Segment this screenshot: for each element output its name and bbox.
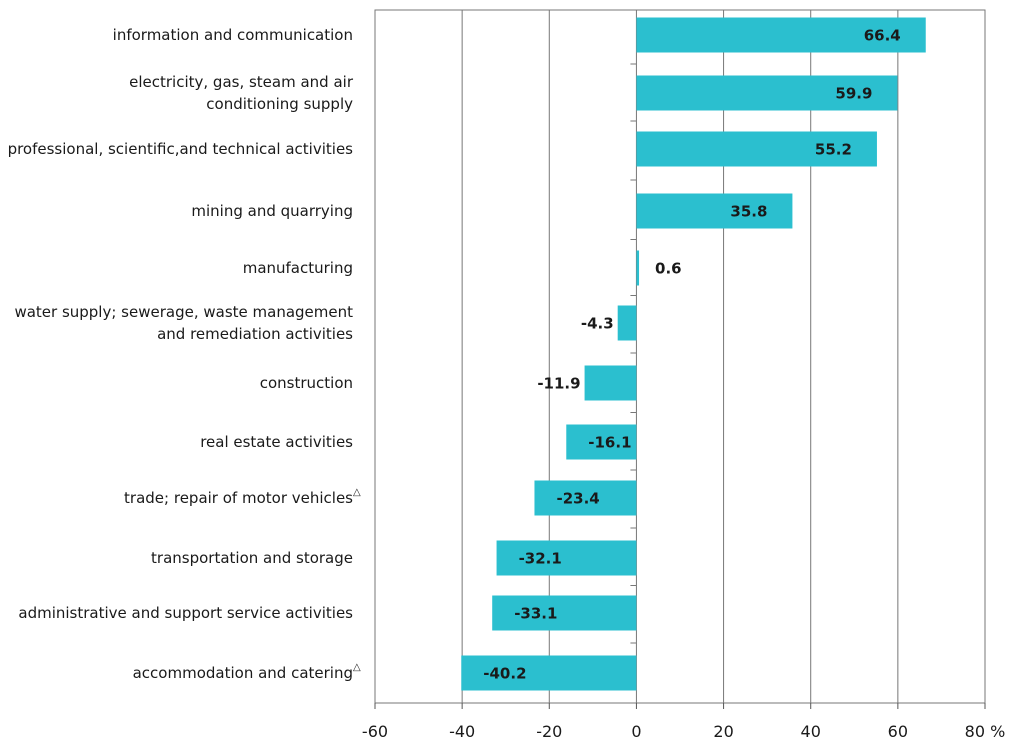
bar bbox=[534, 480, 637, 516]
category-label: information and communication bbox=[113, 26, 353, 44]
data-label: -4.3 bbox=[581, 315, 614, 333]
data-label: -23.4 bbox=[556, 490, 599, 508]
footnote-mark: △ bbox=[353, 487, 361, 498]
category-label: administrative and support service activ… bbox=[18, 604, 353, 622]
x-tick-label: 80 % bbox=[965, 722, 1006, 740]
category-label: water supply; sewerage, waste management bbox=[14, 303, 353, 321]
bar bbox=[492, 595, 637, 631]
x-tick-label: -20 bbox=[536, 722, 562, 740]
category-label: manufacturing bbox=[243, 259, 353, 277]
category-label: trade; repair of motor vehicles bbox=[124, 489, 353, 507]
data-label: 35.8 bbox=[730, 203, 767, 221]
x-tick-label: 0 bbox=[631, 722, 641, 740]
data-label: 66.4 bbox=[864, 27, 901, 45]
bar bbox=[496, 540, 637, 576]
bar bbox=[636, 131, 877, 167]
category-label: transportation and storage bbox=[151, 549, 353, 567]
data-label: 59.9 bbox=[835, 85, 872, 103]
category-label: mining and quarrying bbox=[191, 202, 353, 220]
footnote-mark: △ bbox=[353, 662, 361, 673]
bar bbox=[636, 193, 793, 229]
bar bbox=[636, 75, 898, 111]
x-tick-label: 20 bbox=[713, 722, 733, 740]
x-tick-label: 40 bbox=[801, 722, 821, 740]
data-label: -32.1 bbox=[519, 550, 562, 568]
category-label: conditioning supply bbox=[206, 95, 353, 113]
data-label: -11.9 bbox=[537, 375, 580, 393]
data-label: 0.6 bbox=[655, 260, 682, 278]
bar bbox=[617, 305, 637, 341]
data-label: -33.1 bbox=[514, 605, 557, 623]
category-label: electricity, gas, steam and air bbox=[129, 73, 354, 91]
category-label: construction bbox=[260, 374, 353, 392]
bar bbox=[584, 365, 637, 401]
category-label: professional, scientific,and technical a… bbox=[8, 140, 354, 158]
plot-frame bbox=[374, 9, 986, 704]
category-label: accommodation and catering bbox=[133, 664, 353, 682]
x-tick-label: 60 bbox=[888, 722, 908, 740]
bar bbox=[636, 17, 926, 53]
x-tick-label: -40 bbox=[449, 722, 475, 740]
bar bbox=[461, 655, 637, 691]
data-label: -40.2 bbox=[483, 665, 526, 683]
x-tick-label: -60 bbox=[362, 722, 388, 740]
category-label: and remediation activities bbox=[157, 325, 353, 343]
bar bbox=[566, 424, 637, 460]
data-label: 55.2 bbox=[815, 141, 852, 159]
data-label: -16.1 bbox=[588, 434, 631, 452]
bar bbox=[636, 250, 640, 286]
category-label: real estate activities bbox=[200, 433, 353, 451]
